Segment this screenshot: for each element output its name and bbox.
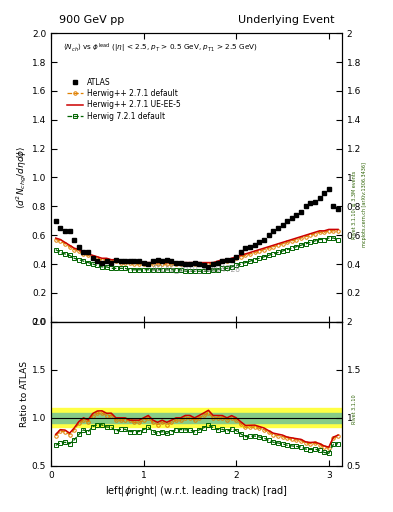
Legend: ATLAS, Herwig++ 2.7.1 default, Herwig++ 2.7.1 UE-EE-5, Herwig 7.2.1 default: ATLAS, Herwig++ 2.7.1 default, Herwig++ … xyxy=(64,75,184,123)
Text: $\langle N_{ch}\rangle$ vs $\phi^{\rm lead}$ ($|\eta|$ < 2.5, $p_T$ > 0.5 GeV, $: $\langle N_{ch}\rangle$ vs $\phi^{\rm le… xyxy=(63,42,257,55)
Text: Rivet 3.1.10: Rivet 3.1.10 xyxy=(352,395,357,424)
Text: Underlying Event: Underlying Event xyxy=(237,14,334,25)
Text: 900 GeV pp: 900 GeV pp xyxy=(59,14,124,25)
Y-axis label: Ratio to ATLAS: Ratio to ATLAS xyxy=(20,361,29,427)
Y-axis label: $\langle d^2 N_{chg}/d\eta d\phi \rangle$: $\langle d^2 N_{chg}/d\eta d\phi \rangle… xyxy=(15,146,29,209)
Bar xyxy=(51,413,342,422)
Bar xyxy=(51,408,342,428)
Text: mcplots.cern.ch [arXiv:1306.3436]: mcplots.cern.ch [arXiv:1306.3436] xyxy=(362,162,367,247)
Text: ATLAS_2010_S8894728: ATLAS_2010_S8894728 xyxy=(152,264,241,273)
Text: Rivet 3.1.10, ≥ 3.3M events: Rivet 3.1.10, ≥ 3.3M events xyxy=(352,170,357,239)
X-axis label: left|$\phi$right| (w.r.t. leading track) [rad]: left|$\phi$right| (w.r.t. leading track)… xyxy=(105,484,288,498)
